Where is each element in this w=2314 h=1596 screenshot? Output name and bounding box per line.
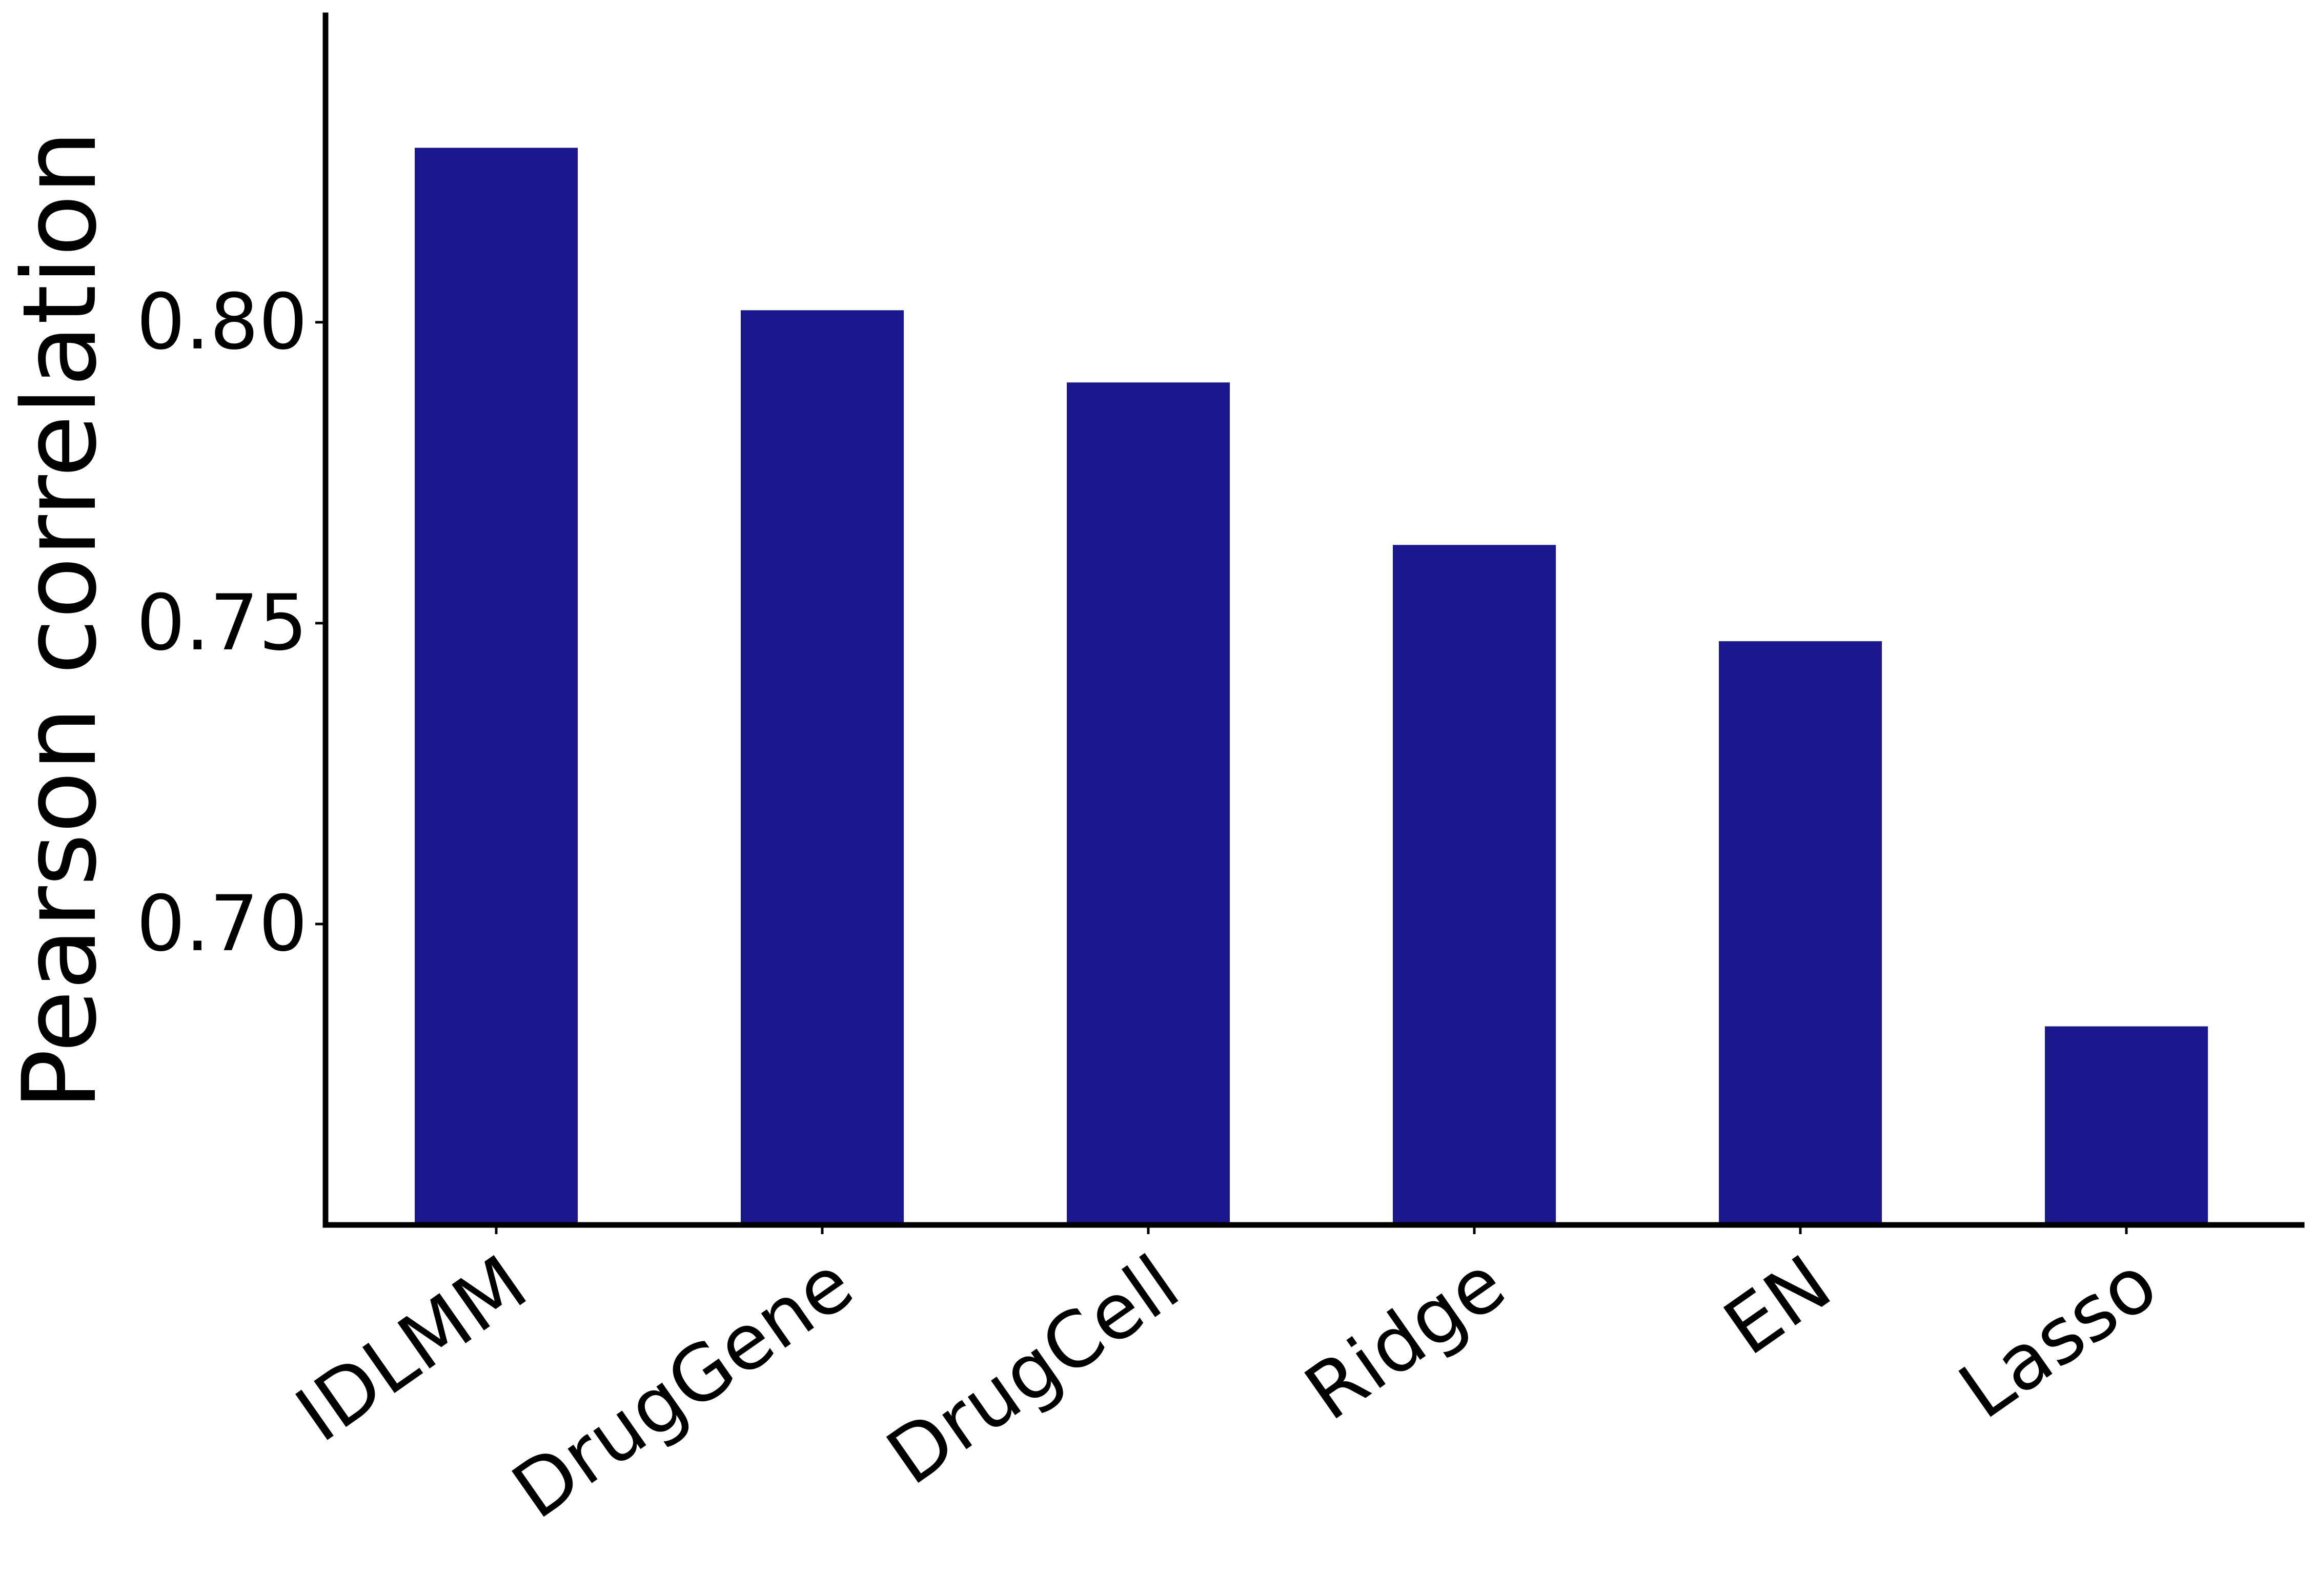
x-tick-label: EN — [1709, 1239, 1846, 1373]
bars-group — [415, 148, 2208, 1225]
y-axis-title: Pearson correlation — [1, 130, 119, 1110]
y-tick-label: 0.80 — [136, 278, 308, 367]
bar-ridge — [1393, 545, 1556, 1225]
bar-idlmm — [415, 148, 578, 1225]
x-tick-label: DrugCell — [871, 1239, 1194, 1502]
bar-drugcell — [1067, 382, 1230, 1225]
x-tick-label: IDLMM — [281, 1239, 543, 1460]
x-tick-label: Ridge — [1290, 1239, 1521, 1438]
y-tick-label: 0.75 — [136, 579, 308, 668]
y-tick-label: 0.70 — [136, 879, 308, 969]
bar-en — [1719, 641, 1882, 1225]
bar-druggene — [741, 310, 904, 1225]
x-tick-label: DrugGene — [497, 1239, 869, 1536]
y-axis-ticks: 0.70 0.75 0.80 — [136, 278, 326, 969]
bar-lasso — [2045, 1026, 2208, 1225]
x-tick-label: Lasso — [1944, 1239, 2173, 1436]
